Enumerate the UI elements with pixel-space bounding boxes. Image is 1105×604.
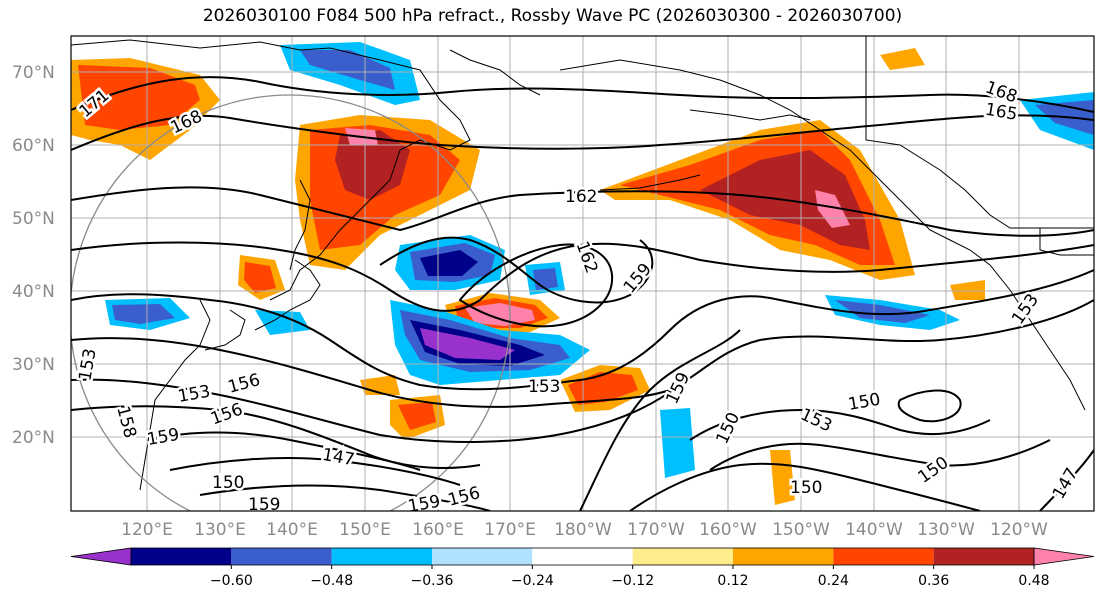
lon-label-160e: 160°E [412, 520, 464, 540]
colorbar-segment [933, 548, 1034, 565]
colorbar-tick-label: −0.12 [611, 573, 654, 589]
contour-label-150-southwest: 150 [212, 473, 244, 493]
lat-label-40n: 40°N [12, 282, 55, 302]
lon-label-140w: 140°W [845, 520, 903, 540]
colorbar-segment [532, 548, 633, 565]
lon-label-140e: 140°E [266, 520, 318, 540]
colorbar-segment [833, 548, 934, 565]
positive-region-central-pacific-pink [465, 303, 535, 326]
colorbar-tick-label: 0.12 [717, 573, 748, 589]
latitude-labels: 70°N 60°N 50°N 40°N 30°N 20°N [12, 63, 55, 448]
negative-region-north-core [300, 50, 395, 90]
positive-region-japan-red [244, 262, 276, 293]
map-title: 2026030100 F084 500 hPa refract., Rossby… [202, 6, 903, 26]
colorbar-tick-label: 0.24 [818, 573, 849, 589]
lon-label-130e: 130°E [194, 520, 246, 540]
negative-region-central-small-mid [533, 268, 558, 290]
colorbar-tick-label: −0.36 [411, 573, 454, 589]
negative-region-central-purple [420, 328, 515, 360]
contour-label-159-south: 159 [248, 495, 280, 515]
colorbar-tick-label: −0.60 [210, 573, 253, 589]
lon-label-150w: 150°W [772, 520, 830, 540]
colorbar-extend-low [70, 547, 132, 566]
longitude-labels: 120°E 130°E 140°E 150°E 160°E 170°E 180°… [121, 520, 1048, 540]
lat-label-70n: 70°N [12, 63, 55, 83]
lat-label-60n: 60°N [12, 136, 55, 156]
contour-label-153-central: 153 [528, 377, 560, 397]
lon-label-120e: 120°E [121, 520, 173, 540]
lon-label-160w: 160°W [699, 520, 757, 540]
map-frame [70, 35, 1095, 512]
lon-label-130w: 130°W [917, 520, 975, 540]
colorbar-segment [733, 548, 834, 565]
colorbar-segment [131, 548, 232, 565]
contour-label-159-south-2: 159 [406, 492, 441, 517]
contour-label-150-east: 150 [847, 390, 882, 415]
negative-region-east-mid [835, 300, 930, 323]
lon-label-150e: 150°E [339, 520, 391, 540]
colorbar-tick-label: −0.24 [511, 573, 554, 589]
negative-region-central-west-dark [420, 250, 478, 276]
contour-label-150-bottom: 150 [790, 478, 822, 498]
colorbar-tick-label: 0.48 [1018, 573, 1049, 589]
positive-region-okhotsk-dark [335, 130, 410, 200]
contour-label-162-central: 162 [565, 187, 597, 207]
colorbar-segment [432, 548, 533, 565]
negative-region-west-left-mid [112, 304, 175, 324]
positive-region-nw-core [78, 65, 200, 130]
lon-label-180w: 180°W [554, 520, 612, 540]
colorbar-extend-high [1033, 547, 1095, 566]
lat-label-30n: 30°N [12, 355, 55, 375]
gridlines [71, 36, 1094, 511]
colorbar-segment [331, 548, 432, 565]
colorbar-tick-label: 0.36 [918, 573, 949, 589]
lon-label-120w: 120°W [990, 520, 1048, 540]
positive-region-southwest-red [398, 402, 436, 430]
positive-region-nw-alaska [880, 48, 925, 70]
negative-region-south-pacific [660, 408, 695, 478]
reference-circle [71, 94, 511, 511]
lat-label-50n: 50°N [12, 209, 55, 229]
lon-label-170w: 170°W [627, 520, 685, 540]
coastlines [71, 36, 1094, 491]
lon-label-170e: 170°E [484, 520, 536, 540]
colorbar-segment [231, 548, 332, 565]
map-content: 171 168 162 162 159 168 165 153 156 156 … [71, 36, 1094, 517]
lat-label-20n: 20°N [12, 428, 55, 448]
colorbar: −0.60 −0.48 −0.36 −0.24 −0.12 0.12 0.24 0.36 0.4… [70, 547, 1095, 589]
colorbar-outline [130, 547, 1035, 566]
negative-region-japan-east [255, 310, 310, 335]
shaded-fields [71, 42, 1094, 505]
positive-region-south-central-red [568, 372, 638, 405]
positive-region-east-small [950, 280, 985, 300]
colorbar-segment [632, 548, 733, 565]
colorbar-tick-label: −0.48 [310, 573, 353, 589]
contour-lines [71, 76, 1094, 511]
